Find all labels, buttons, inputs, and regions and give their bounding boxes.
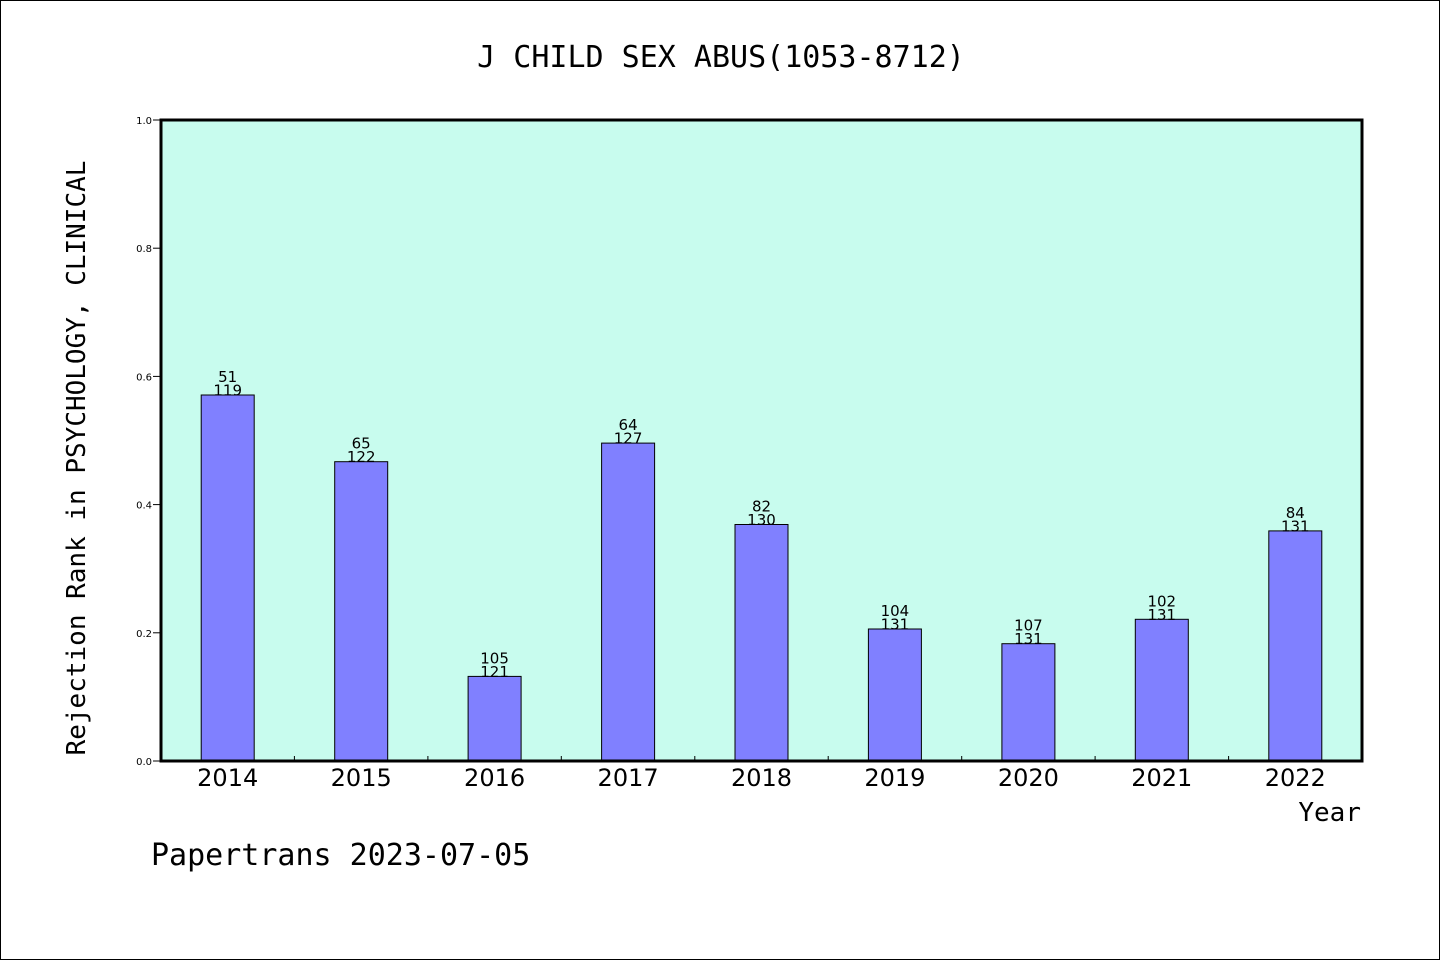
bar-label-2022-rank: 84: [1286, 504, 1305, 522]
bar-label-2018-rank: 82: [752, 498, 771, 516]
y-axis-label: Rejection Rank in PSYCHOLOGY, CLINICAL: [62, 161, 92, 756]
bar-label-2016-rank: 105: [480, 649, 509, 667]
bar-2017: [601, 442, 656, 762]
bar-2022: [1268, 530, 1323, 762]
bar-label-2020-total: 131: [1014, 630, 1043, 648]
chart-title: J CHILD SEX ABUS(1053-8712): [477, 40, 965, 75]
bar-label-2021-rank: 102: [1147, 592, 1176, 610]
bar-2015: [334, 461, 389, 762]
bar-2014: [200, 394, 255, 762]
bar-label-2021-total: 131: [1147, 606, 1176, 624]
bar-2020: [1001, 643, 1056, 762]
x-tick-label-2015: 2015: [331, 764, 392, 792]
y-tick-label-0.2: 0.2: [136, 629, 152, 640]
bar-label-2014-total: 119: [213, 382, 242, 400]
bar-2018: [734, 524, 789, 762]
bar-2016: [467, 675, 522, 762]
bar-label-2019-rank: 104: [881, 602, 910, 620]
bar-label-2016-total: 121: [480, 663, 509, 681]
plot-border: [159, 118, 1364, 763]
y-tick-label-0.0: 0.0: [136, 757, 152, 768]
x-tick-label-2022: 2022: [1265, 764, 1326, 792]
x-tick-label-2016: 2016: [464, 764, 525, 792]
bar-2019: [867, 628, 922, 762]
bar-label-2017-total: 127: [614, 430, 643, 448]
bar-label-2017-rank: 64: [619, 416, 638, 434]
bar-label-2018-total: 130: [747, 511, 776, 529]
x-tick-label-2014: 2014: [197, 764, 258, 792]
y-tick-label-0.8: 0.8: [136, 244, 152, 255]
y-tick-label-1.0: 1.0: [136, 116, 152, 127]
bar-label-2022-total: 131: [1281, 517, 1310, 535]
x-tick-label-2020: 2020: [998, 764, 1059, 792]
bars-group: [200, 394, 1323, 762]
bar-label-2015-rank: 65: [352, 435, 371, 453]
bar-label-2015-total: 122: [347, 448, 376, 466]
x-tick-label-2021: 2021: [1131, 764, 1192, 792]
x-tick-label-2018: 2018: [731, 764, 792, 792]
bar-label-2019-total: 131: [881, 616, 910, 634]
x-axis: 2014 2015 2016 2017 2018 2019 2020 2021 2022: [197, 756, 1326, 792]
y-tick-label-0.4: 0.4: [136, 501, 152, 512]
x-tick-label-2019: 2019: [864, 764, 925, 792]
bar-label-2020-rank: 107: [1014, 617, 1043, 635]
bar-label-2014-rank: 51: [218, 368, 237, 386]
footer-credit: Papertrans 2023-07-05: [151, 838, 530, 873]
bar-2021: [1134, 618, 1189, 762]
x-axis-label: Year: [1298, 798, 1361, 828]
y-tick-label-0.6: 0.6: [136, 372, 152, 383]
y-axis: 0.0 0.2 0.4 0.6 0.8 1.0: [136, 116, 161, 768]
x-tick-label-2017: 2017: [598, 764, 659, 792]
